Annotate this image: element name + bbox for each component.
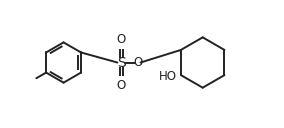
Text: O: O	[117, 79, 126, 92]
Text: HO: HO	[159, 70, 177, 83]
Text: S: S	[117, 56, 126, 70]
Text: O: O	[117, 33, 126, 46]
Text: O: O	[133, 56, 142, 69]
